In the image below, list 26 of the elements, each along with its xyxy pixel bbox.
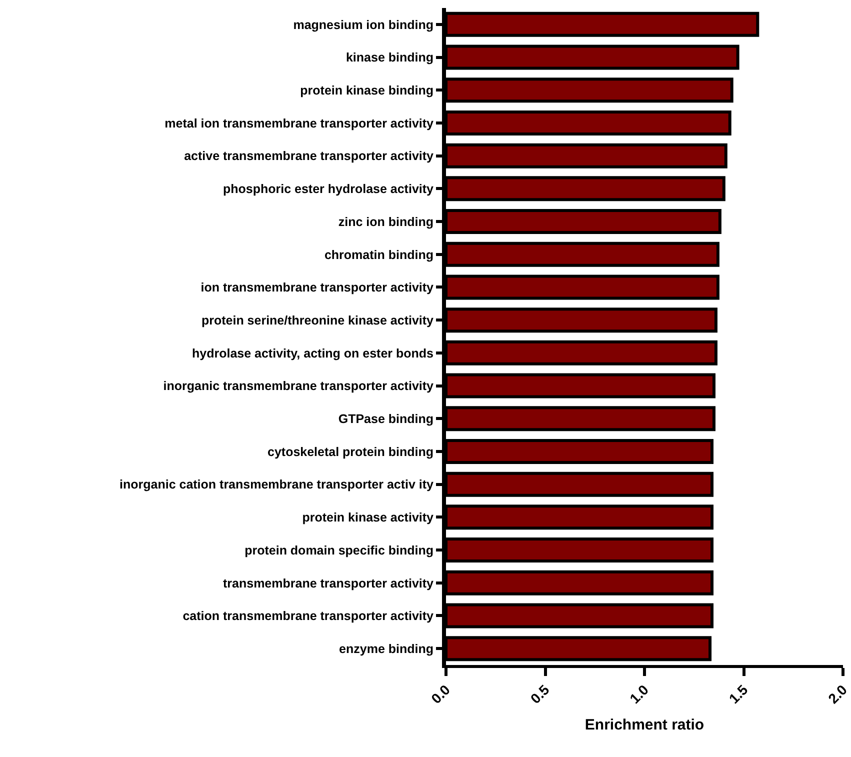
x-tick-label: 0.5	[527, 681, 552, 707]
x-tick-label: 1.0	[626, 681, 652, 707]
y-tick-label: transmembrane transporter activity	[223, 576, 434, 590]
y-tick-label: cytoskeletal protein binding	[268, 444, 434, 459]
y-tick-label: active transmembrane transporter activity	[184, 149, 434, 164]
y-tick-label: protein domain specific binding	[244, 543, 434, 558]
y-tick-label: inorganic transmembrane transporter activity	[163, 379, 434, 394]
y-tick-label: kinase binding	[346, 50, 434, 65]
x-tick-label: 2.0	[824, 681, 850, 707]
y-tick-label: zinc ion binding	[338, 214, 434, 229]
y-tick-label: metal ion transmembrane transporter activity	[164, 116, 434, 130]
y-tick-label: protein kinase binding	[300, 84, 434, 98]
y-tick-label: inorganic cation transmembrane transporter activ ity	[120, 478, 434, 492]
y-tick-label: chromatin binding	[324, 248, 434, 262]
y-tick-label: protein kinase activity	[302, 510, 434, 525]
y-tick-label: cation transmembrane transporter activity	[182, 609, 434, 624]
y-tick-label: enzyme binding	[339, 642, 434, 656]
y-tick-label: hydrolase activity, acting on ester bonds	[192, 346, 434, 360]
x-tick-label: 0.0	[428, 681, 454, 707]
y-tick-label: GTPase binding	[338, 412, 434, 426]
x-axis-title: Enrichment ratio	[584, 716, 704, 734]
x-tick-label: 1.5	[726, 681, 751, 707]
y-tick-label: ion transmembrane transporter activity	[200, 280, 434, 295]
y-tick-label: magnesium ion binding	[293, 18, 434, 32]
y-tick-label: protein serine/threonine kinase activity	[201, 313, 434, 328]
y-tick-label: phosphoric ester hydrolase activity	[223, 182, 434, 196]
